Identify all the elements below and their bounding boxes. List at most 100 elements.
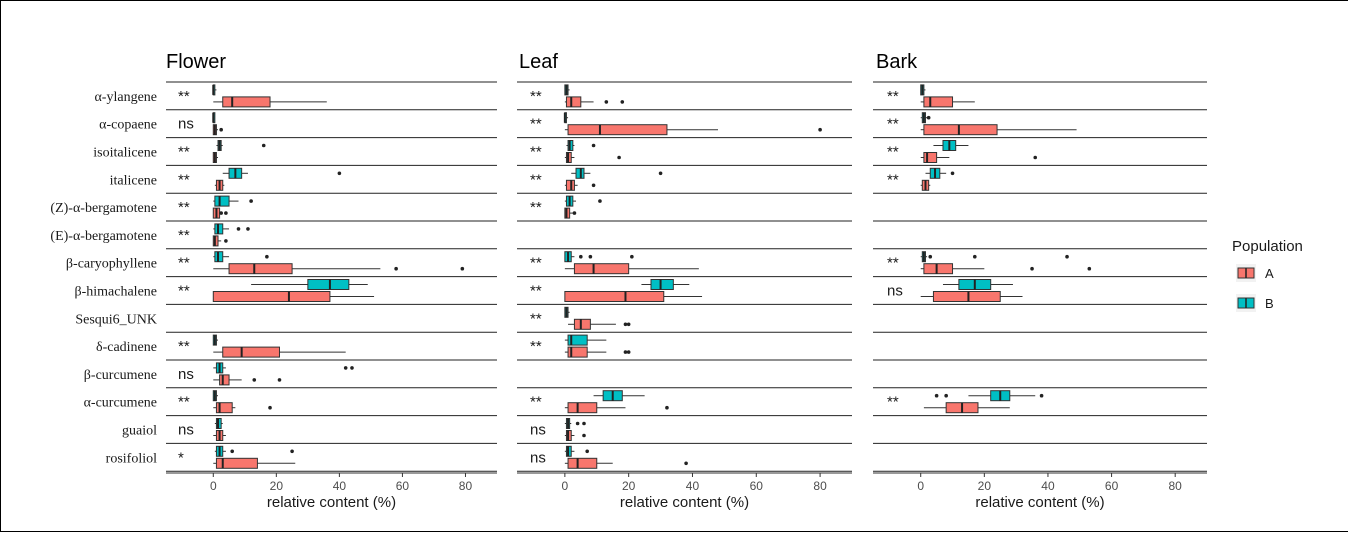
box-A [215,457,258,469]
outlier-point [617,155,621,160]
outlier-point [1087,266,1092,271]
significance-label: ** [178,255,190,272]
significance-label: ** [178,199,190,216]
significance-label: ** [530,310,542,327]
box-A [567,124,668,136]
legend-label: B [1265,296,1274,311]
significance-label: ns [530,422,546,439]
outlier-point [926,115,931,120]
outlier-point [246,227,250,231]
box-A [564,291,665,302]
x-tick-label: 40 [333,479,347,493]
box-A [212,291,331,302]
significance-label: ** [887,116,899,133]
outlier-point [630,254,634,259]
outlier-point [224,239,228,243]
panel-title: Bark [876,51,918,73]
outlier-point [591,183,596,188]
x-tick-label: 60 [396,479,410,493]
outlier-point [944,393,948,398]
x-axis-label: relative content (%) [620,494,749,511]
significance-label: ** [530,116,542,133]
significance-label: ** [178,338,190,355]
category-label: (Z)-α-bergamotene [50,201,157,216]
outlier-point [394,266,398,271]
outlier-point [658,171,663,176]
outlier-point [598,199,602,203]
significance-label: ** [530,394,542,411]
box-A [228,263,293,275]
outlier-point [224,211,228,215]
significance-label: ** [178,88,190,105]
box-A [923,263,954,275]
category-label: β-curcumene [84,368,157,383]
box-B [307,279,350,290]
category-label: Sesqui6_UNK [75,312,157,327]
outlier-point [626,350,631,354]
outlier-point [934,393,939,398]
legend-label: A [1265,266,1274,281]
outlier-point [1030,266,1034,271]
x-axis-label: relative content (%) [975,494,1104,511]
significance-label: ns [887,283,903,300]
outlier-point [582,433,586,438]
outlier-point [818,127,822,132]
box-A [573,318,591,330]
outlier-point [343,366,348,370]
outlier-point [350,366,354,370]
significance-label: * [178,449,184,466]
outlier-point [620,100,625,104]
category-label: β-himachalene [74,285,157,300]
significance-label: ** [530,338,542,355]
outlier-point [265,254,269,259]
significance-label: ** [178,144,190,161]
x-tick-label: 0 [210,479,217,493]
outlier-point [236,227,241,231]
x-tick-label: 80 [459,479,473,493]
outlier-point [337,171,342,176]
outlier-point [623,322,628,327]
outlier-point [268,405,272,410]
box-B [567,334,588,346]
outlier-point [579,254,583,259]
outlier-point [1033,155,1038,160]
outlier-point [252,378,257,382]
box-A [923,152,938,163]
outlier-point [572,211,577,215]
box-A [567,346,588,358]
x-tick-label: 0 [562,479,569,493]
significance-label: ** [178,283,190,300]
outlier-point [575,421,580,426]
box-A [215,402,233,414]
box-B [650,279,674,290]
x-tick-label: 60 [750,479,764,493]
x-tick-label: 60 [1105,479,1119,493]
x-tick-label: 0 [917,479,924,493]
significance-label: ** [887,255,899,272]
x-tick-label: 40 [1041,479,1055,493]
category-label: (E)-α-bergamotene [50,229,157,244]
outlier-point [219,211,223,215]
significance-label: ** [530,171,542,188]
outlier-point [1065,254,1069,259]
x-tick-label: 20 [270,479,284,493]
outlier-point [591,143,596,148]
panel-title: Flower [166,51,226,73]
significance-label: ns [530,449,546,466]
significance-label: ** [887,88,899,105]
outlier-point [261,143,266,148]
box-A [219,374,230,386]
box-A [222,96,271,108]
category-label: β-caryophyllene [66,257,157,272]
legend-title: Population [1232,238,1303,255]
significance-label: ** [530,283,542,300]
box-A [222,346,280,358]
significance-label: ** [887,144,899,161]
significance-label: ns [178,116,194,133]
significance-label: ** [530,199,542,216]
outlier-point [626,322,631,327]
box-A [565,96,582,108]
significance-label: ns [178,366,194,383]
